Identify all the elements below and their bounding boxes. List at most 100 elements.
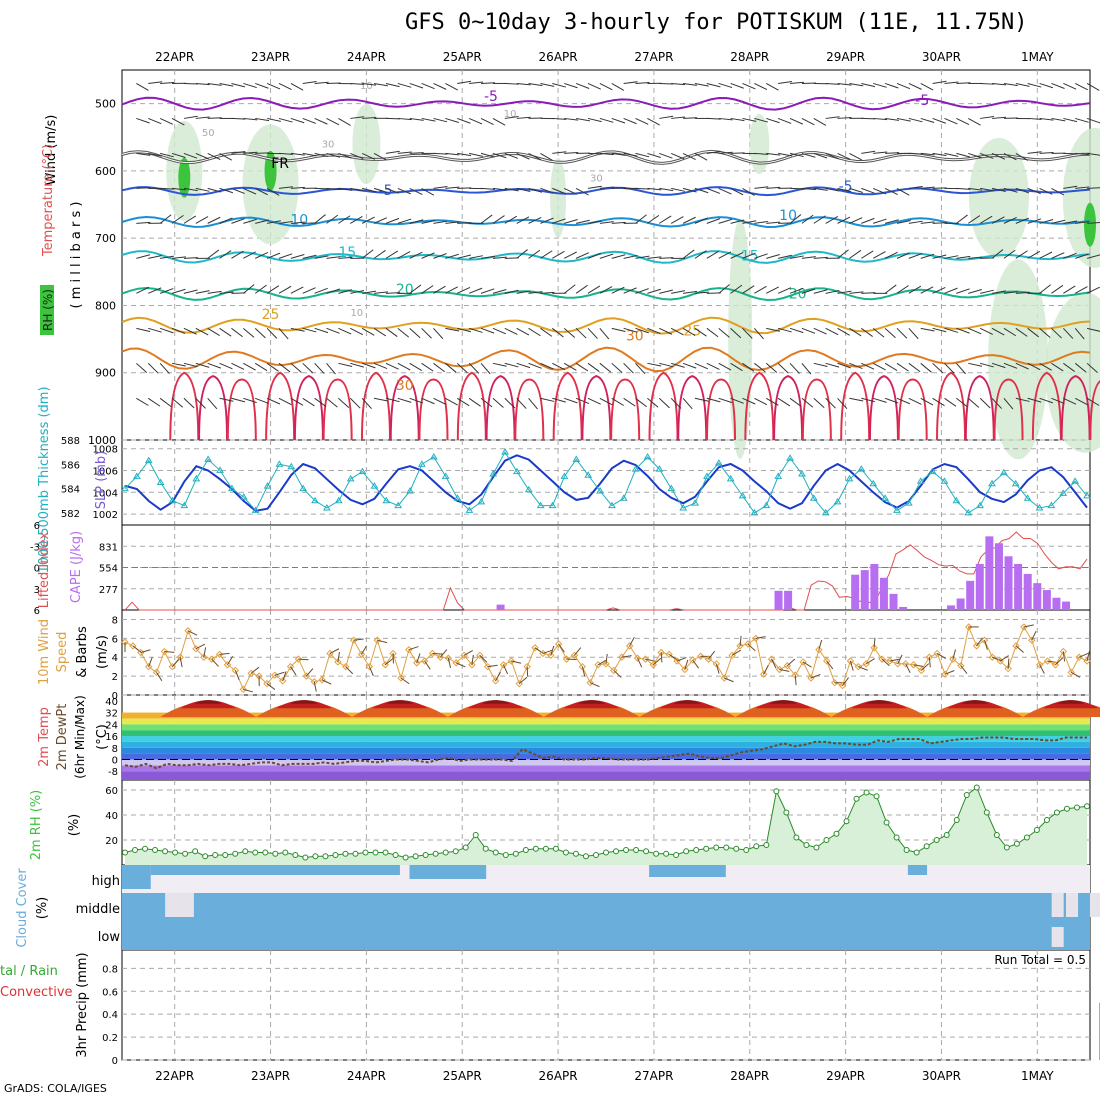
wind-barb	[183, 187, 198, 192]
thickness-marker	[714, 459, 723, 466]
wind-speed-marker	[1083, 657, 1091, 665]
wind-barb	[397, 327, 410, 338]
wind-barb	[694, 291, 709, 294]
wind-barb	[1086, 286, 1100, 294]
wind-barb	[920, 221, 935, 224]
thickness-marker	[1059, 489, 1068, 496]
thickness-marker	[1035, 504, 1044, 511]
wind-barb	[884, 82, 899, 89]
wind-barb	[421, 252, 435, 259]
cape-bar	[860, 570, 869, 610]
wind-barb	[397, 187, 411, 195]
wind-speed-marker	[972, 642, 981, 650]
wind-barb	[635, 214, 647, 224]
wind-barb-10m	[250, 666, 260, 674]
li-ytick: 3	[34, 585, 40, 596]
wind-barb	[469, 152, 483, 157]
wind-barb	[813, 256, 828, 259]
wind-barb	[207, 82, 222, 86]
wind-barb	[932, 397, 945, 407]
wind-speed-marker	[909, 661, 918, 669]
wind-barb	[896, 117, 911, 122]
wind-barb	[504, 82, 519, 85]
wind-barb	[433, 220, 448, 224]
thickness-marker	[988, 479, 996, 487]
wind-barb	[635, 152, 650, 158]
rh-marker	[783, 809, 790, 816]
rh-marker	[522, 847, 529, 853]
thickness-marker	[429, 453, 438, 460]
rh-marker	[432, 850, 439, 857]
thickness-marker	[121, 484, 129, 492]
wind-barb	[683, 117, 698, 119]
wind-barb	[575, 327, 587, 339]
wind-speed-marker	[413, 659, 421, 667]
wind-barb	[777, 362, 789, 374]
precip-ytick: 0	[112, 1056, 118, 1067]
wind-barb	[754, 83, 768, 91]
wind-barb	[920, 362, 932, 373]
wind-barb	[659, 215, 672, 224]
wind-barb	[1039, 327, 1051, 338]
wind-barb	[599, 186, 614, 189]
cloud-level-label: middle	[76, 902, 120, 917]
temp-hump-peak	[290, 700, 319, 704]
wind-barb-10m	[518, 676, 528, 685]
slp-line	[124, 454, 1088, 512]
wind-barb	[445, 83, 458, 91]
rh-marker	[422, 852, 429, 858]
wind-speed-marker	[531, 644, 539, 652]
wind-barb	[1027, 218, 1042, 224]
temp-hump-hot	[371, 700, 428, 709]
isotherm-label: 20	[789, 287, 807, 303]
wind-barb	[1075, 397, 1088, 406]
wind-barb	[409, 187, 423, 195]
wind-barb	[813, 215, 826, 224]
wind-barb	[730, 117, 745, 122]
wind-barb	[849, 291, 864, 294]
wind-speed-marker	[200, 653, 208, 661]
wind-barb	[1063, 220, 1078, 224]
wind-barb	[861, 362, 875, 370]
rh-marker	[492, 849, 499, 856]
wind-barb	[1075, 253, 1089, 259]
wind-barb-10m	[645, 658, 656, 662]
thickness-marker	[608, 501, 616, 509]
wind-barb	[160, 81, 175, 84]
wind-barb	[290, 221, 305, 224]
wind-barb	[563, 284, 576, 294]
rh-marker	[1003, 844, 1010, 851]
wind-barb	[635, 362, 646, 375]
wind-barb	[278, 152, 293, 155]
wind-barb-10m	[148, 657, 153, 667]
wind-barb	[706, 397, 721, 403]
wind-barb	[813, 118, 827, 126]
wind-barb-10m	[495, 671, 501, 682]
wind-barb	[718, 117, 733, 121]
wind-barb	[421, 285, 434, 294]
wind-barb	[1039, 397, 1053, 404]
wind-barb	[219, 362, 233, 370]
isotherm-10	[121, 215, 1091, 229]
wind-barb	[433, 83, 447, 90]
wind-speed-marker	[957, 662, 965, 670]
wind-barb-10m	[692, 659, 700, 669]
wind-barb	[207, 187, 222, 193]
wind-barb	[801, 152, 816, 158]
wind-barb	[825, 215, 839, 224]
wind-barb	[480, 187, 496, 190]
wind-barb	[659, 362, 673, 368]
rh-marker	[252, 849, 259, 856]
wind-barb	[611, 83, 625, 91]
wind-barb	[706, 150, 721, 154]
thickness-marker	[869, 479, 878, 487]
rh-marker	[402, 854, 409, 861]
rh-contour-label: 30	[322, 139, 335, 150]
thickness-marker	[441, 472, 450, 479]
wind-barb	[778, 327, 792, 333]
wind-barb	[813, 187, 828, 191]
wind-barb	[171, 187, 187, 191]
wind-barb	[266, 252, 281, 259]
ua-ytick: 500	[95, 98, 116, 111]
thickness-marker	[881, 494, 889, 501]
